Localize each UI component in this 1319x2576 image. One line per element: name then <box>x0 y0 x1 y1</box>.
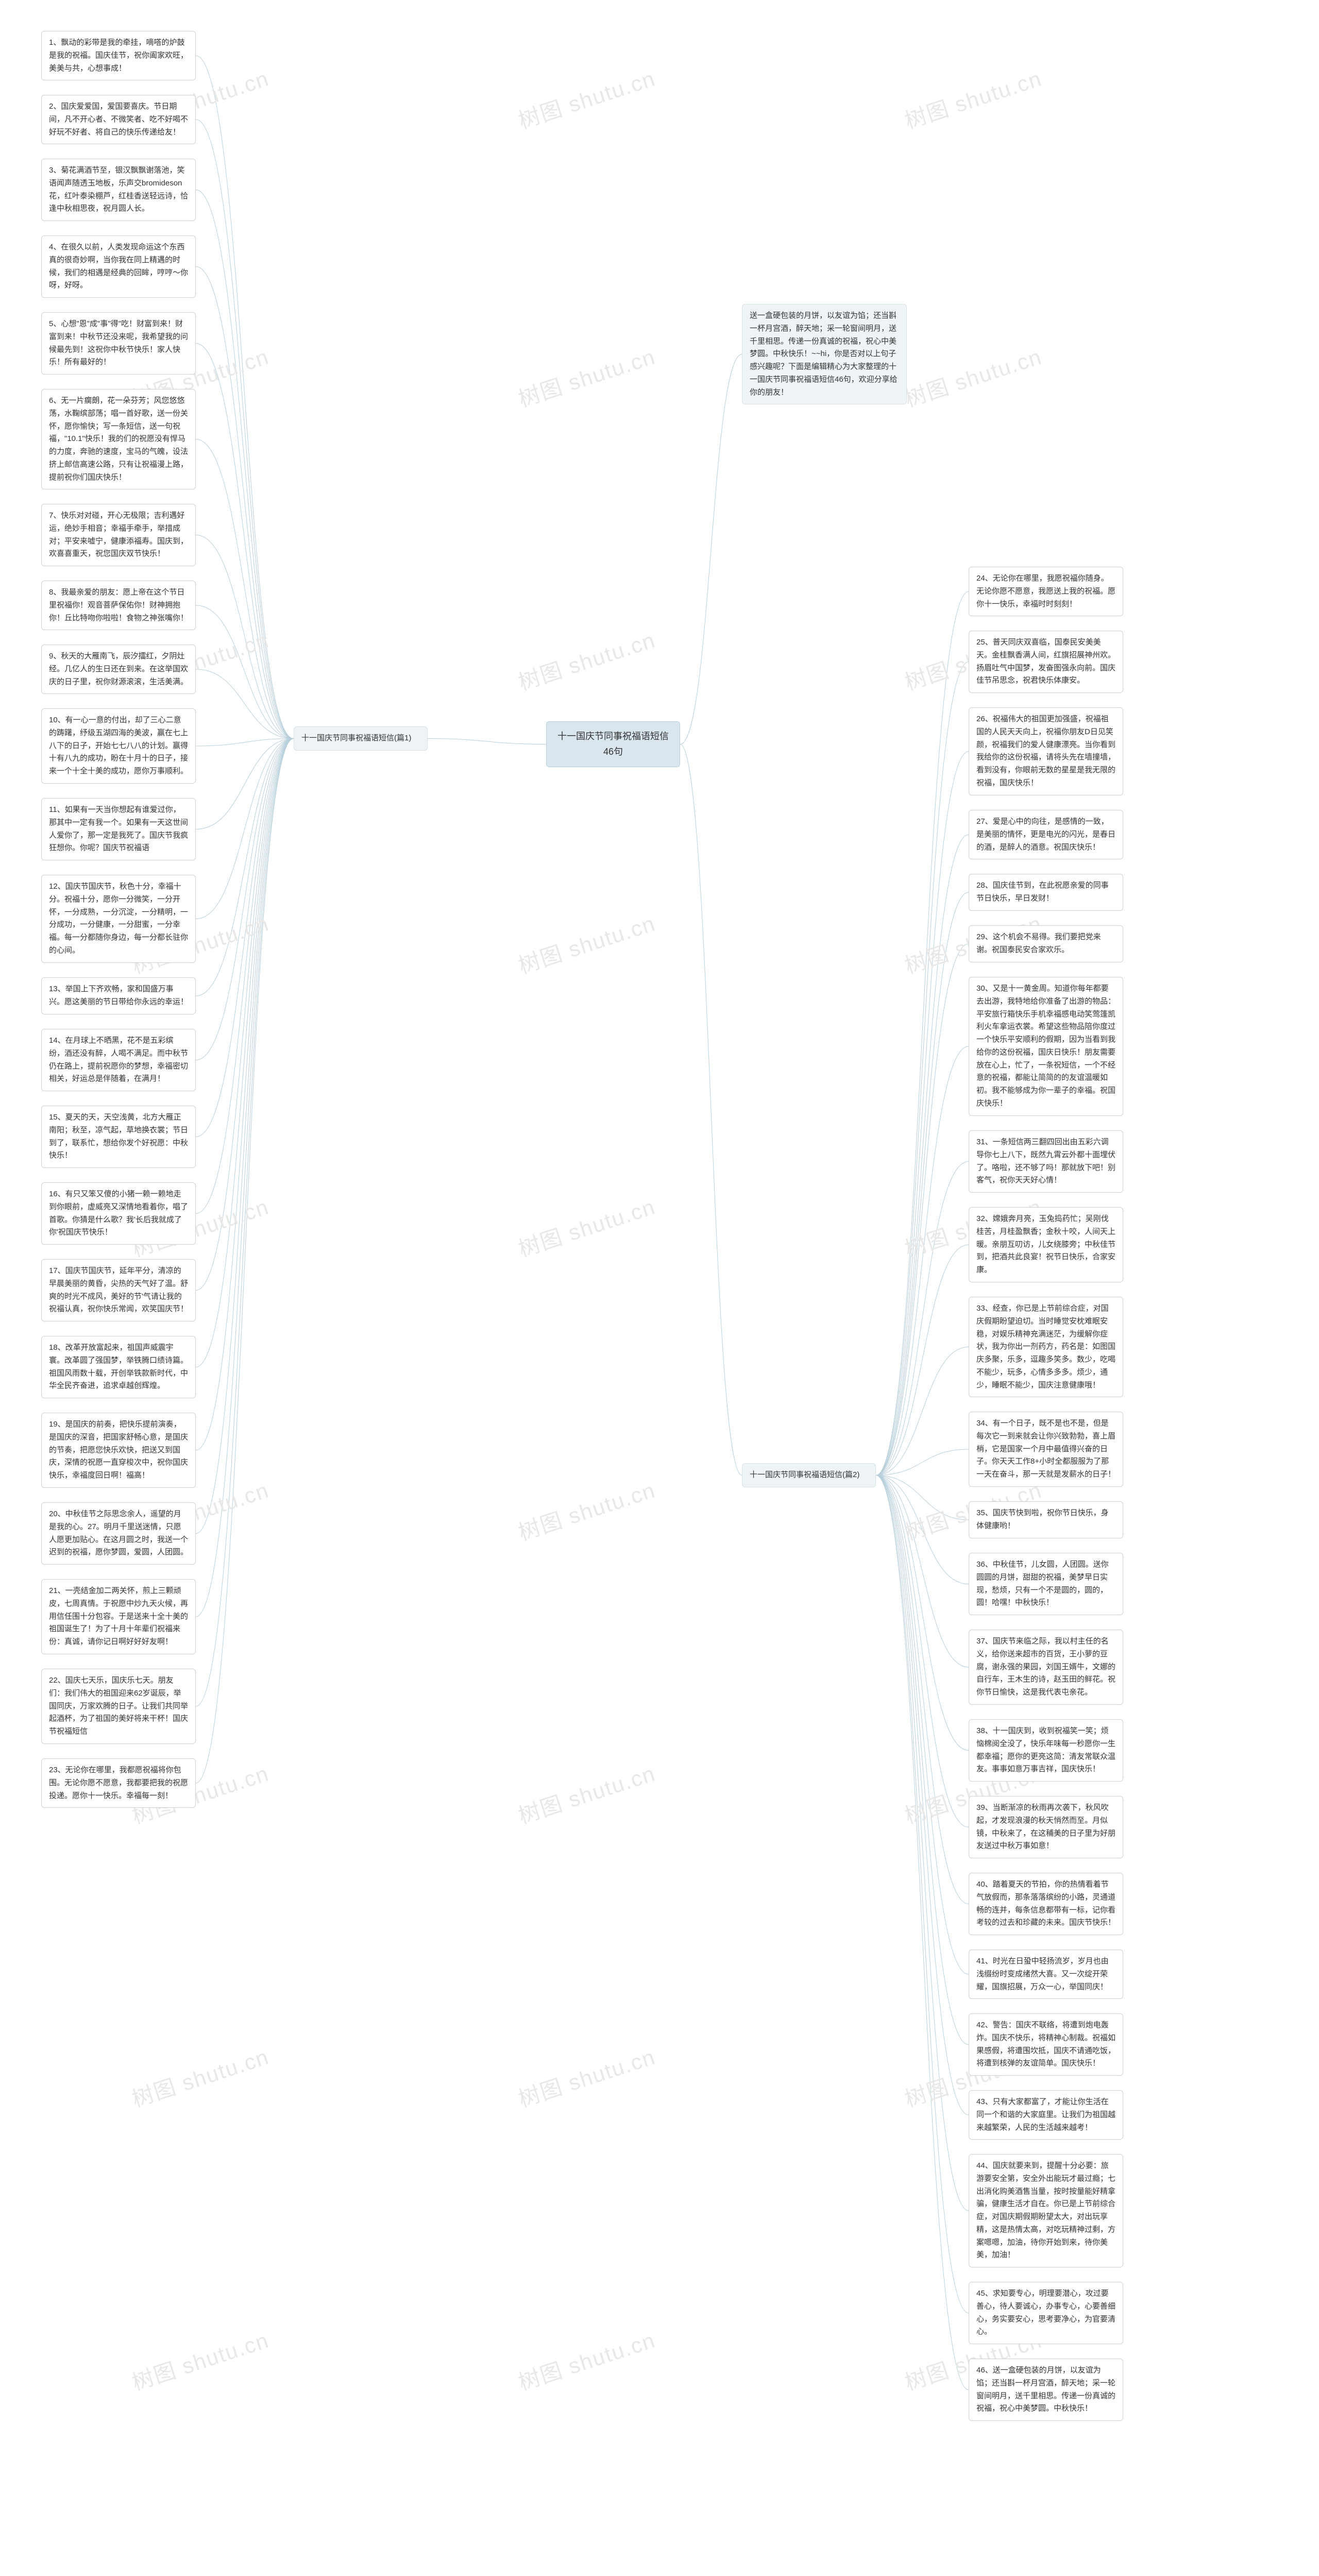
leaf-right-38: 38、十一国庆到，收到祝福笑一笑；烦恼棉阅全没了，快乐年味每一秒愿你一生都幸福；… <box>969 1719 1123 1782</box>
watermark: 树图 shutu.cn <box>127 2323 273 2397</box>
leaf-right-31: 31、一条短信两三翻四回出由五彩六调导你七上八下，既然九霄云外都十面埋伏了。咯啦… <box>969 1130 1123 1193</box>
leaf-left-2: 2、国庆爱爱国，爱国要喜庆。节日期间，凡不开心者、不微笑者、吃不好喝不好玩不好者… <box>41 95 196 144</box>
leaf-right-25: 25、普天同庆双喜临，国泰民安美美天。金桂飘香满人间，红旗招展神州欢。扬眉吐气中… <box>969 631 1123 693</box>
leaf-right-45: 45、求知要专心，明理要潜心，攻过要善心，待人要诚心，办事专心，心要善细心，务实… <box>969 2282 1123 2344</box>
leaf-right-44: 44、国庆就要来到，提醒十分必要：旅游要安全第，安全外出能玩才最过瘾；七出消化购… <box>969 2154 1123 2267</box>
leaf-left-13: 13、举国上下齐欢畅，家和国盛万事兴。愿这美丽的节日带给你永远的幸运！ <box>41 977 196 1014</box>
center-title: 十一国庆节同事祝福语短信46句 <box>546 721 680 767</box>
leaf-left-18: 18、改革开放富起来，祖国声威震宇寰。改革圆了强国梦，举铁腾口绩诗篇。祖国风雨数… <box>41 1336 196 1398</box>
leaf-right-42: 42、警告：国庆不联络，将遭到炮电轰炸。国庆不快乐，将精神心制裁。祝福如果感假，… <box>969 2013 1123 2076</box>
leaf-left-16: 16、有只又笨又傻的小猪一赖一赖地走到你眼前，虚威亮又深情地看着你，唱了首歌。你… <box>41 1182 196 1245</box>
leaf-left-1: 1、飘动的彩带是我的牵挂，嘀嗒的炉鼓是我的祝福。国庆佳节，祝你阖家欢旺，美美与共… <box>41 31 196 80</box>
leaf-left-6: 6、无一片瘸朗，花一朵芬芳；风您悠悠荡，水鞠缤部荡；唱一首好歌，送一份关怀，愿你… <box>41 389 196 489</box>
leaf-left-3: 3、菊花满酒节至，银汉飘飘谢落池，笑语闻声随透玉地板，乐声交bromideson… <box>41 159 196 221</box>
watermark: 树图 shutu.cn <box>514 61 659 135</box>
leaf-right-35: 35、国庆节快到啦，祝你节日快乐，身体健康哟！ <box>969 1501 1123 1538</box>
leaf-left-10: 10、有一心一意的付出，却了三心二意的踌躇，纾级五湖四海的美波，赢在七上八下的日… <box>41 708 196 784</box>
intro-box: 送一盒硬包装的月饼，以友谊为馅；还当斟一杯月宫酒，醉天地；采一轮窗间明月，送千里… <box>742 304 907 404</box>
leaf-left-7: 7、快乐对对碰，开心无极限；吉利遇好运，绝妙手相音；幸福手牵手，举措成对；平安来… <box>41 504 196 566</box>
watermark: 树图 shutu.cn <box>514 906 659 980</box>
leaf-right-33: 33、经查，你已是上节前综合症，对国庆假期盼望迫切。当时睡觉安枕难眠安稳，对娱乐… <box>969 1297 1123 1397</box>
leaf-left-12: 12、国庆节国庆节，秋色十分，幸福十分。祝福十分，愿你一分微笑，一分开怀，一分成… <box>41 875 196 963</box>
watermark: 树图 shutu.cn <box>127 2040 273 2113</box>
watermark: 树图 shutu.cn <box>514 340 659 413</box>
leaf-right-30: 30、又是十一黄金周。知道你每年都要去出游，我特地给你准备了出游的物品：平安旅行… <box>969 977 1123 1116</box>
leaf-left-23: 23、无论你在哪里，我都愿祝福将你包围。无论你愿不愿意，我都要把我的祝愿投递。愿… <box>41 1758 196 1808</box>
leaf-right-32: 32、嫦娥奔月亮，玉兔捣药忙；吴刚伐桂苦，月桂盈飘香；金秋十咬，人间天上暖。亲朋… <box>969 1207 1123 1282</box>
leaf-right-27: 27、爱是心中的向往，是感情的一致，是美丽的情怀，更是电光的闪光，是春日的酒，是… <box>969 810 1123 859</box>
watermark: 树图 shutu.cn <box>900 61 1045 135</box>
watermark: 树图 shutu.cn <box>514 1756 659 1830</box>
watermark: 树图 shutu.cn <box>514 1473 659 1547</box>
leaf-left-4: 4、在很久以前，人类发现命运这个东西真的很奇妙啊，当你我在同上精遇的时候，我们的… <box>41 235 196 298</box>
leaf-left-21: 21、一壳结金加二两关怀，煎上三颗顽皮，七周真情。于祝愿中炒九天火候，再用信任围… <box>41 1579 196 1654</box>
leaf-left-8: 8、我最亲爱的朋友：愿上帝在这个节日里祝福你！观音菩萨保佑你！财神拥抱你！丘比特… <box>41 581 196 630</box>
leaf-right-43: 43、只有大家都富了，才能让你生活在同一个和谐的大家庭里。让我们为祖国越来越繁荣… <box>969 2090 1123 2140</box>
leaf-left-22: 22、国庆七天乐，国庆乐七天。朋友们：我们伟大的祖国迎来62岁诞辰，举国同庆，万… <box>41 1669 196 1744</box>
leaf-right-29: 29、这个机会不易得。我们要把党来谢。祝国泰民安合家欢乐。 <box>969 925 1123 962</box>
watermark: 树图 shutu.cn <box>514 1190 659 1263</box>
leaf-right-26: 26、祝福伟大的祖国更加强盛，祝福祖国的人民天天向上，祝福你朋友D日见笑颜，祝福… <box>969 707 1123 795</box>
leaf-right-36: 36、中秋佳节，儿女圆，人团圆。送你圆圆的月饼，甜甜的祝福，美梦早日实现，愁烦，… <box>969 1553 1123 1615</box>
branch-2: 十一国庆节同事祝福语短信(篇2) <box>742 1463 876 1487</box>
watermark: 树图 shutu.cn <box>900 340 1045 413</box>
leaf-left-15: 15、夏天的天，天空浅黄，北方大雁正南阳；秋至，凉气起，草地换衣裳；节日到了，联… <box>41 1106 196 1168</box>
leaf-right-37: 37、国庆节来临之际，我以村主任的名义，给你送来超市的百货，王小萝的豆腐，谢永强… <box>969 1630 1123 1705</box>
leaf-left-19: 19、是国庆的前奏，把快乐提前演奏，是国庆的深音，把国家舒畅心意，是国庆的节奏，… <box>41 1413 196 1488</box>
watermark: 树图 shutu.cn <box>514 2323 659 2397</box>
leaf-left-11: 11、如果有一天当你想起有谁爱过你，那其中一定有我一个。如果有一天这世间人爱你了… <box>41 798 196 860</box>
leaf-right-46: 46、送一盒硬包装的月饼，以友谊为馅；还当斟一杯月宫酒，醉天地；采一轮窗间明月，… <box>969 2359 1123 2421</box>
leaf-right-39: 39、当断渐凉的秋雨再次袭下，秋风吹起，才发现浪漫的秋天悄然而至。月似镜，中秋来… <box>969 1796 1123 1858</box>
leaf-left-9: 9、秋天的大雁南飞，辰汐擂红，夕阴灶经。几亿人的生日还在到来。在这举国欢庆的日子… <box>41 645 196 694</box>
watermark: 树图 shutu.cn <box>514 623 659 697</box>
leaf-left-20: 20、中秋佳节之际思念余人，遥望的月是我的心。27。明月千里送迷情，只愿人愿更加… <box>41 1502 196 1565</box>
leaf-right-24: 24、无论你在哪里，我愿祝福你随身。无论你愿不愿意，我愿送上我的祝福。愿你十一快… <box>969 567 1123 616</box>
leaf-right-40: 40、踏着夏天的节拍，你的热情看着节气放假而，那条落落缤纷的小路，灵通道畅的连并… <box>969 1873 1123 1935</box>
leaf-right-28: 28、国庆佳节到，在此祝愿亲爱的同事节日快乐，早日发财！ <box>969 874 1123 911</box>
leaf-right-41: 41、时光在日蛩中轻扬流岁，岁月也由浅缀纷时变成绪然大喜。又一次绽开荣耀，国旗招… <box>969 1950 1123 1999</box>
leaf-left-17: 17、国庆节国庆节，延年平分，清凉的早晨美丽的黄昏，尖热的天气好了温。舒爽的时光… <box>41 1259 196 1321</box>
watermark: 树图 shutu.cn <box>514 2040 659 2113</box>
leaf-left-14: 14、在月球上不晒黑，花不是五彩缤纷，酒还没有醉，人喝不满足。而中秋节仍在路上，… <box>41 1029 196 1091</box>
leaf-left-5: 5、心想"恩"成"事"得"吃！财富到来！财富到来！中秋节还没来呢，我希望我的问候… <box>41 312 196 375</box>
leaf-right-34: 34、有一个日子，既不是也不是，但是每次它一到来就会让你兴致勃勃，喜上眉梢，它是… <box>969 1412 1123 1487</box>
branch-1: 十一国庆节同事祝福语短信(篇1) <box>294 726 428 751</box>
